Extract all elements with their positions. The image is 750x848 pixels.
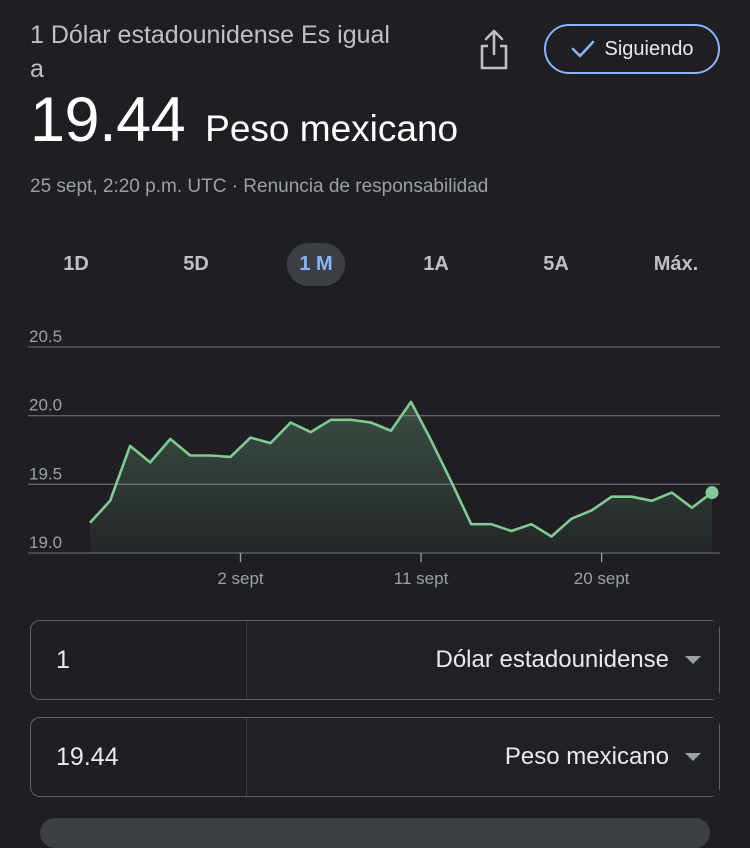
- tab-1a[interactable]: 1A: [423, 252, 449, 275]
- to-currency-select[interactable]: Peso mexicano: [247, 718, 719, 796]
- tab-5d[interactable]: 5D: [183, 252, 209, 275]
- conversion-label: 1 Dólar estadounidense Es igual a: [30, 21, 390, 83]
- to-amount-input[interactable]: 19.44: [31, 718, 247, 796]
- caret-down-icon: [685, 656, 701, 664]
- chart-line: [89, 400, 713, 538]
- share-button[interactable]: [472, 24, 516, 74]
- check-icon: [571, 40, 594, 58]
- to-currency-label: Peso mexicano: [504, 743, 669, 770]
- tab-max[interactable]: Máx.: [653, 252, 699, 275]
- y-tick-label: 19.0: [29, 533, 62, 552]
- converter-to-row: 19.44 Peso mexicano: [30, 717, 720, 797]
- from-currency-label: Dólar estadounidense: [435, 646, 670, 673]
- y-tick-label: 20.5: [29, 327, 62, 346]
- x-tick-label: 2 sept: [217, 569, 264, 588]
- rate-value: 19.44: [30, 85, 186, 155]
- caret-down-icon: [685, 753, 701, 761]
- y-tick-label: 19.5: [29, 464, 62, 483]
- follow-button[interactable]: Siguiendo: [544, 24, 720, 74]
- chart-area-fill: [90, 401, 712, 553]
- tab-1d[interactable]: 1D: [63, 252, 89, 275]
- converter-from-row: 1 Dólar estadounidense: [30, 620, 720, 700]
- share-icon: [480, 29, 508, 70]
- latest-point: [705, 486, 719, 500]
- follow-button-label: Siguiendo: [604, 37, 694, 60]
- from-currency-select[interactable]: Dólar estadounidense: [247, 621, 719, 699]
- exchange-rate-chart[interactable]: 20.5 20.0 19.5 19.0 2 sept 11 sept 20 sept: [0, 320, 750, 600]
- bottom-search-bar[interactable]: [40, 818, 710, 848]
- x-tick-label: 20 sept: [574, 569, 630, 588]
- tab-1m[interactable]: 1 M: [256, 242, 376, 286]
- exchange-rate: 19.44 Peso mexicano: [30, 84, 458, 156]
- rate-currency: Peso mexicano: [205, 108, 459, 149]
- range-tabs: 1D 5D 1 M 1A 5A Máx.: [16, 242, 736, 286]
- from-amount-input[interactable]: 1: [31, 621, 247, 699]
- y-tick-label: 20.0: [29, 396, 62, 415]
- x-tick-label: 11 sept: [394, 569, 449, 588]
- timestamp-disclaimer[interactable]: 25 sept, 2:20 p.m. UTC · Renuncia de res…: [30, 176, 489, 197]
- tab-5a[interactable]: 5A: [543, 252, 569, 275]
